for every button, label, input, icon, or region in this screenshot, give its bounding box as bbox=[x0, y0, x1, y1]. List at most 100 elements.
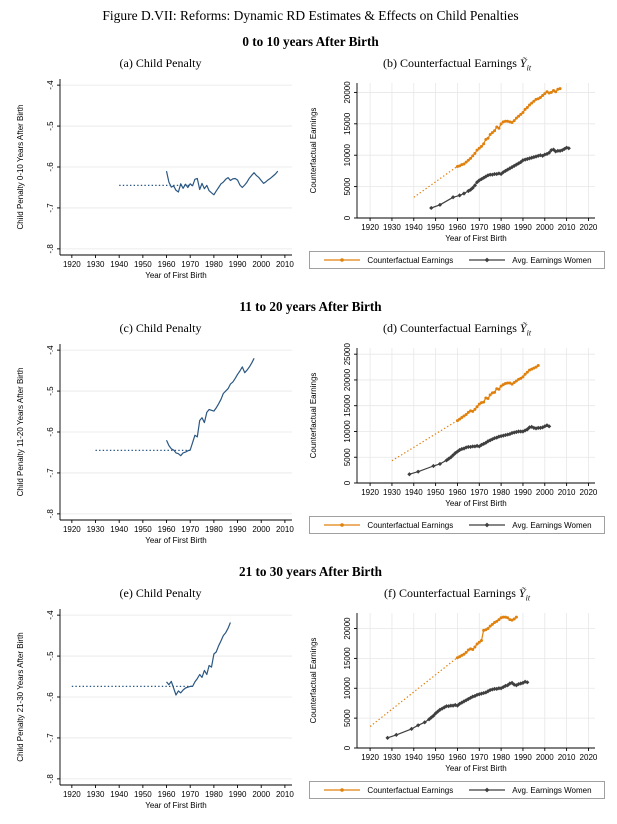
svg-text:2010: 2010 bbox=[558, 753, 576, 762]
svg-text:1970: 1970 bbox=[470, 753, 488, 762]
svg-text:-.8: -.8 bbox=[46, 509, 55, 519]
svg-text:2000: 2000 bbox=[252, 525, 270, 534]
counterfactual-line-icon bbox=[324, 258, 361, 262]
svg-text:Counterfactual Earnings: Counterfactual Earnings bbox=[309, 638, 318, 724]
svg-text:1940: 1940 bbox=[110, 525, 128, 534]
svg-text:-.6: -.6 bbox=[46, 162, 55, 172]
svg-text:1950: 1950 bbox=[427, 753, 445, 762]
svg-text:2010: 2010 bbox=[276, 525, 294, 534]
svg-text:1990: 1990 bbox=[514, 753, 532, 762]
svg-text:1930: 1930 bbox=[87, 790, 105, 799]
svg-text:Year of First Birth: Year of First Birth bbox=[145, 536, 207, 545]
legend-item-counterfactual: Counterfactual Earnings bbox=[322, 520, 453, 530]
section-21-30-years: 21 to 30 years After Birth (e) Child Pen… bbox=[14, 564, 607, 817]
svg-text:15000: 15000 bbox=[343, 394, 352, 417]
svg-text:-.8: -.8 bbox=[46, 774, 55, 784]
panel-e: (e) Child Penalty -.4 -.5 -.6 -.7 -.8 1920 193… bbox=[14, 585, 307, 817]
legend-item-avg-earnings: Avg. Earnings Women bbox=[467, 785, 592, 795]
panel-e-title: (e) Child Penalty bbox=[119, 586, 202, 600]
svg-text:1970: 1970 bbox=[470, 223, 488, 232]
section-11-20-years: 11 to 20 years After Birth (c) Child Pen… bbox=[14, 299, 607, 552]
legend-item-counterfactual: Counterfactual Earnings bbox=[322, 255, 453, 265]
svg-text:1930: 1930 bbox=[383, 223, 401, 232]
svg-text:1970: 1970 bbox=[181, 790, 199, 799]
counterfactual-line-icon bbox=[324, 788, 361, 792]
panel-b-title: (b) Counterfactual Earnings Ỹit bbox=[382, 56, 532, 73]
svg-text:1980: 1980 bbox=[205, 525, 223, 534]
svg-text:10000: 10000 bbox=[343, 677, 352, 700]
legend-item-avg-earnings: Avg. Earnings Women bbox=[467, 255, 592, 265]
svg-text:-.5: -.5 bbox=[46, 386, 55, 396]
panel-b: (b) Counterfactual Earnings Ỹit 0 5000 100… bbox=[307, 55, 607, 269]
svg-text:2010: 2010 bbox=[276, 260, 294, 269]
svg-text:Year of First Birth: Year of First Birth bbox=[445, 499, 507, 508]
avg-earnings-line-icon bbox=[469, 257, 506, 263]
svg-text:Child Penalty 11-20 Years Afte: Child Penalty 11-20 Years After Birth bbox=[16, 368, 25, 497]
svg-text:-.5: -.5 bbox=[46, 651, 55, 661]
legend: Counterfactual Earnings Avg. Earnings Wo… bbox=[307, 251, 607, 269]
svg-text:1950: 1950 bbox=[134, 790, 152, 799]
svg-text:Year of First Birth: Year of First Birth bbox=[145, 801, 207, 810]
svg-text:1970: 1970 bbox=[181, 260, 199, 269]
svg-text:15000: 15000 bbox=[343, 647, 352, 670]
chart-d-counterfactual-earnings: 0 5000 10000 15000 20000 25000 1920 1930 1940 195… bbox=[309, 343, 598, 508]
section-heading: 0 to 10 years After Birth bbox=[242, 34, 379, 49]
svg-text:1950: 1950 bbox=[427, 488, 445, 497]
avg-earnings-line-icon bbox=[469, 522, 506, 528]
svg-text:1950: 1950 bbox=[427, 223, 445, 232]
svg-text:2010: 2010 bbox=[558, 223, 576, 232]
svg-text:1920: 1920 bbox=[63, 790, 81, 799]
counterfactual-line-icon bbox=[324, 523, 361, 527]
svg-text:5000: 5000 bbox=[343, 709, 352, 727]
svg-text:Child Penalty 0-10 Years After: Child Penalty 0-10 Years After Birth bbox=[16, 105, 25, 230]
legend-item-avg-earnings: Avg. Earnings Women bbox=[467, 520, 592, 530]
svg-text:1930: 1930 bbox=[383, 488, 401, 497]
svg-text:0: 0 bbox=[343, 745, 352, 750]
svg-text:1920: 1920 bbox=[361, 223, 379, 232]
svg-text:-.4: -.4 bbox=[46, 345, 55, 355]
svg-text:Year of First Birth: Year of First Birth bbox=[445, 234, 507, 243]
svg-text:1990: 1990 bbox=[229, 790, 247, 799]
svg-text:-.7: -.7 bbox=[46, 468, 55, 478]
panel-a: (a) Child Penalty -.4 -.5 -.6 -.7 -.8 1920 193… bbox=[14, 55, 307, 287]
svg-text:2000: 2000 bbox=[536, 223, 554, 232]
panel-d: (d) Counterfactual Earnings Ỹit 0 5000 100… bbox=[307, 320, 607, 534]
svg-text:10000: 10000 bbox=[343, 144, 352, 167]
svg-text:20000: 20000 bbox=[343, 81, 352, 104]
svg-text:1970: 1970 bbox=[470, 488, 488, 497]
svg-text:1990: 1990 bbox=[229, 525, 247, 534]
svg-text:1940: 1940 bbox=[405, 223, 423, 232]
svg-text:15000: 15000 bbox=[343, 112, 352, 135]
svg-text:1950: 1950 bbox=[134, 260, 152, 269]
panel-a-title: (a) Child Penalty bbox=[119, 56, 202, 70]
chart-f-counterfactual-earnings: 0 5000 10000 15000 20000 1920 1930 1940 1950 1960… bbox=[309, 613, 598, 773]
svg-text:0: 0 bbox=[343, 215, 352, 220]
svg-text:1930: 1930 bbox=[87, 260, 105, 269]
svg-text:1960: 1960 bbox=[158, 790, 176, 799]
figure-title: Figure D.VII: Reforms: Dynamic RD Estima… bbox=[102, 8, 519, 23]
chart-e-child-penalty: -.4 -.5 -.6 -.7 -.8 1920 1930 1940 1950 1960 1970 1… bbox=[16, 609, 294, 810]
svg-text:1990: 1990 bbox=[514, 488, 532, 497]
panel-c: (c) Child Penalty -.4 -.5 -.6 -.7 -.8 1920 193… bbox=[14, 320, 307, 552]
panel-d-title: (d) Counterfactual Earnings Ỹit bbox=[382, 321, 532, 338]
svg-text:-.6: -.6 bbox=[46, 427, 55, 437]
svg-text:1920: 1920 bbox=[63, 260, 81, 269]
svg-text:Year of First Birth: Year of First Birth bbox=[145, 271, 207, 280]
svg-text:2000: 2000 bbox=[252, 790, 270, 799]
svg-text:1940: 1940 bbox=[405, 753, 423, 762]
svg-text:2020: 2020 bbox=[580, 223, 598, 232]
panel-c-title: (c) Child Penalty bbox=[119, 321, 202, 335]
legend: Counterfactual Earnings Avg. Earnings Wo… bbox=[307, 516, 607, 534]
svg-text:-.4: -.4 bbox=[46, 610, 55, 620]
section-heading: 11 to 20 years After Birth bbox=[239, 299, 382, 314]
svg-text:2010: 2010 bbox=[276, 790, 294, 799]
svg-text:25000: 25000 bbox=[343, 343, 352, 366]
svg-text:-.8: -.8 bbox=[46, 244, 55, 254]
svg-text:1980: 1980 bbox=[492, 488, 510, 497]
section-heading: 21 to 30 years After Birth bbox=[239, 564, 382, 579]
svg-text:1960: 1960 bbox=[449, 223, 467, 232]
svg-text:2000: 2000 bbox=[252, 260, 270, 269]
svg-text:1960: 1960 bbox=[158, 260, 176, 269]
svg-text:1930: 1930 bbox=[383, 753, 401, 762]
